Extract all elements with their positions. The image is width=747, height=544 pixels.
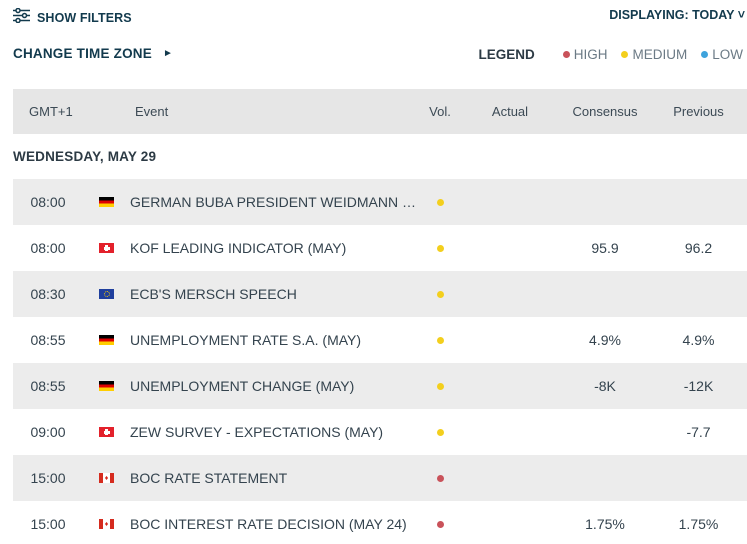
previous-value: 1.75% bbox=[678, 516, 719, 532]
flag-cell: ♦ bbox=[83, 473, 130, 483]
flag-cell bbox=[83, 197, 130, 207]
switzerland-flag-icon bbox=[99, 243, 114, 253]
event-time: 08:55 bbox=[30, 332, 66, 348]
flag-cell bbox=[83, 243, 130, 253]
header-time[interactable]: GMT+1 bbox=[29, 104, 73, 119]
table-row[interactable]: 15:00 ♦ BOC INTEREST RATE DECISION (MAY 24… bbox=[13, 501, 747, 544]
previous-value: -12K bbox=[683, 378, 714, 394]
flag-cell bbox=[83, 427, 130, 437]
event-time: 15:00 bbox=[30, 470, 66, 486]
displaying-dropdown[interactable]: DISPLAYING: TODAY ˅ bbox=[609, 8, 745, 22]
volatility-cell bbox=[420, 290, 460, 298]
event-time: 08:30 bbox=[30, 286, 66, 302]
legend-item-high: HIGH bbox=[562, 47, 608, 62]
medium-dot-icon bbox=[621, 51, 629, 58]
table-header: GMT+1 Event Vol. Actual Consensus Previo… bbox=[13, 89, 747, 134]
event-name: UNEMPLOYMENT RATE S.A. (MAY) bbox=[130, 332, 362, 348]
table-row[interactable]: 08:55 UNEMPLOYMENT CHANGE (MAY) -8K -12K bbox=[13, 363, 747, 409]
filter-sliders-icon bbox=[13, 7, 30, 28]
show-filters-label: SHOW FILTERS bbox=[37, 11, 132, 25]
table-row[interactable]: 09:00 ZEW SURVEY - EXPECTATIONS (MAY) -7.7 bbox=[13, 409, 747, 455]
consensus-value: -8K bbox=[594, 378, 616, 394]
legend-label: MEDIUM bbox=[632, 47, 688, 62]
high-volatility-dot-icon bbox=[436, 474, 444, 482]
previous-value: 4.9% bbox=[682, 332, 715, 348]
change-time-zone-label: CHANGE TIME ZONE bbox=[13, 46, 152, 61]
canada-flag-icon: ♦ bbox=[99, 519, 114, 529]
table-row[interactable]: 15:00 ♦ BOC RATE STATEMENT bbox=[13, 455, 747, 501]
switzerland-flag-icon bbox=[99, 427, 114, 437]
event-time: 15:00 bbox=[30, 516, 66, 532]
medium-volatility-dot-icon bbox=[436, 290, 444, 298]
legend-label: HIGH bbox=[573, 47, 608, 62]
volatility-cell bbox=[420, 428, 460, 436]
header-event: Event bbox=[135, 104, 169, 119]
event-time: 08:55 bbox=[30, 378, 66, 394]
germany-flag-icon bbox=[99, 197, 114, 207]
event-name: ZEW SURVEY - EXPECTATIONS (MAY) bbox=[130, 424, 384, 440]
volatility-cell bbox=[420, 336, 460, 344]
table-row[interactable]: 08:00 KOF LEADING INDICATOR (MAY) 95.9 96.2 bbox=[13, 225, 747, 271]
legend-item-medium: MEDIUM bbox=[621, 47, 687, 62]
consensus-value: 1.75% bbox=[585, 516, 625, 532]
volatility-cell bbox=[420, 198, 460, 206]
volatility-cell bbox=[420, 520, 460, 528]
previous-value: 96.2 bbox=[684, 240, 713, 256]
volatility-cell bbox=[420, 382, 460, 390]
table-row[interactable]: 08:55 UNEMPLOYMENT RATE S.A. (MAY) 4.9% 4.9… bbox=[13, 317, 747, 363]
consensus-value: 95.9 bbox=[591, 240, 619, 256]
medium-volatility-dot-icon bbox=[436, 244, 444, 252]
medium-volatility-dot-icon bbox=[436, 428, 444, 436]
header-vol: Vol. bbox=[429, 104, 451, 119]
high-dot-icon bbox=[562, 51, 570, 58]
header-actual: Actual bbox=[491, 104, 529, 119]
event-name: ECB'S MERSCH SPEECH bbox=[130, 286, 297, 302]
header-previous: Previous bbox=[673, 104, 724, 119]
economic-calendar-table: GMT+1 Event Vol. Actual Consensus Previo… bbox=[13, 89, 747, 544]
legend-label: LOW bbox=[712, 47, 743, 62]
eu-flag-icon bbox=[99, 289, 114, 299]
play-arrow-icon: ► bbox=[162, 48, 173, 59]
table-body: 08:00 GERMAN BUBA PRESIDENT WEIDMANN S...… bbox=[13, 179, 747, 544]
medium-volatility-dot-icon bbox=[436, 336, 444, 344]
event-time: 08:00 bbox=[30, 240, 66, 256]
change-time-zone-button[interactable]: CHANGE TIME ZONE ► bbox=[13, 46, 173, 61]
event-name: BOC RATE STATEMENT bbox=[130, 470, 288, 486]
event-name: GERMAN BUBA PRESIDENT WEIDMANN S... bbox=[130, 194, 420, 210]
table-row[interactable]: 08:30 ECB'S MERSCH SPEECH bbox=[13, 271, 747, 317]
table-row[interactable]: 08:00 GERMAN BUBA PRESIDENT WEIDMANN S... bbox=[13, 179, 747, 225]
flag-cell: ♦ bbox=[83, 519, 130, 529]
date-heading: WEDNESDAY, MAY 29 bbox=[13, 149, 157, 164]
flag-cell bbox=[83, 289, 130, 299]
germany-flag-icon bbox=[99, 335, 114, 345]
show-filters-button[interactable]: SHOW FILTERS bbox=[13, 7, 132, 28]
legend: LEGEND HIGH MEDIUM LOW bbox=[478, 47, 743, 62]
legend-title: LEGEND bbox=[478, 47, 535, 62]
low-dot-icon bbox=[701, 51, 709, 58]
event-name: BOC INTEREST RATE DECISION (MAY 24) bbox=[130, 516, 407, 532]
consensus-value: 4.9% bbox=[589, 332, 621, 348]
event-name: KOF LEADING INDICATOR (MAY) bbox=[130, 240, 347, 256]
event-name: UNEMPLOYMENT CHANGE (MAY) bbox=[130, 378, 355, 394]
medium-volatility-dot-icon bbox=[436, 382, 444, 390]
germany-flag-icon bbox=[99, 381, 114, 391]
flag-cell bbox=[83, 335, 130, 345]
flag-cell bbox=[83, 381, 130, 391]
top-toolbar: SHOW FILTERS DISPLAYING: TODAY ˅ bbox=[0, 0, 747, 32]
volatility-cell bbox=[420, 474, 460, 482]
legend-item-low: LOW bbox=[701, 47, 743, 62]
volatility-cell bbox=[420, 244, 460, 252]
high-volatility-dot-icon bbox=[436, 520, 444, 528]
canada-flag-icon: ♦ bbox=[99, 473, 114, 483]
previous-value: -7.7 bbox=[686, 424, 711, 440]
event-time: 08:00 bbox=[30, 194, 66, 210]
medium-volatility-dot-icon bbox=[436, 198, 444, 206]
header-consensus: Consensus bbox=[572, 104, 638, 119]
event-time: 09:00 bbox=[30, 424, 66, 440]
